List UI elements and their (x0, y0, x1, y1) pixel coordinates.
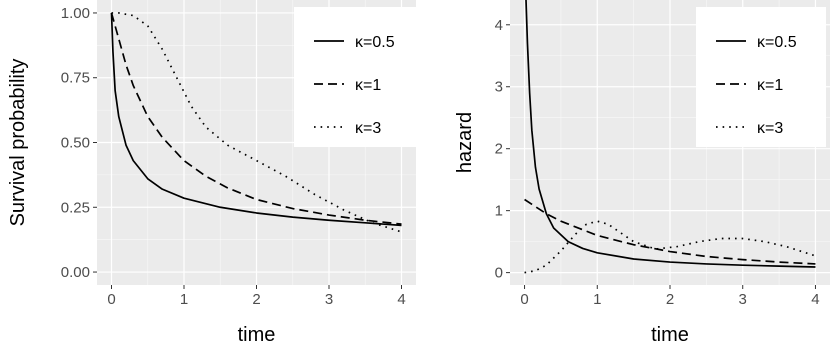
legend-label-2: κ=1 (355, 77, 381, 94)
series-line-2 (524, 198, 816, 265)
series-line-2 (110, 12, 402, 225)
legend-label-3: κ=3 (757, 120, 783, 137)
y-axis-title: hazard (454, 112, 476, 173)
series-line-1 (525, 0, 816, 268)
legend-label-2: κ=1 (757, 77, 783, 94)
x-axis-title: time (238, 324, 276, 346)
survival-chart: 0 1 2 3 4 0.00 0.25 0.50 0.75 1.00 time Survival pr… (7, 0, 424, 346)
series-line-3 (524, 220, 816, 274)
legend-label-3: κ=3 (355, 120, 381, 137)
legend-background (696, 7, 826, 147)
y-tick-label: 1.00 (61, 5, 90, 22)
x-tick-label: 4 (397, 291, 405, 308)
x-tick-label: 2 (252, 291, 260, 308)
legend-background (294, 7, 424, 147)
y-tick-label: 3 (495, 79, 503, 96)
y-tick-label: 0 (495, 265, 503, 282)
hazard-chart: 0 1 2 3 4 0 1 2 3 4 time hazard κ=0.5 κ=1 κ=3 (454, 0, 830, 346)
x-tick-label: 0 (107, 291, 115, 308)
x-axis-title: time (651, 324, 689, 346)
y-tick-label: 0.25 (61, 199, 90, 216)
x-tick-label: 2 (666, 291, 674, 308)
x-tick-label: 0 (520, 291, 528, 308)
legend: κ=0.5 κ=1 κ=3 (696, 7, 826, 147)
y-tick-label: 0.00 (61, 264, 90, 281)
x-tick-label: 3 (325, 291, 333, 308)
y-tick-label: 0.75 (61, 70, 90, 87)
series-line-3 (111, 12, 402, 233)
y-axis-title: Survival probability (7, 59, 29, 227)
x-tick-label: 1 (180, 291, 188, 308)
y-tick-label: 0.50 (61, 135, 90, 152)
y-tick-label: 4 (495, 17, 503, 34)
x-tick-label: 3 (739, 291, 747, 308)
x-tick-label: 4 (811, 291, 819, 308)
legend: κ=0.5 κ=1 κ=3 (294, 7, 424, 147)
legend-label-1: κ=0.5 (355, 34, 395, 51)
series-line-1 (110, 12, 402, 227)
y-tick-label: 1 (495, 203, 503, 220)
legend-label-1: κ=0.5 (757, 34, 797, 51)
y-tick-label: 2 (495, 141, 503, 158)
x-tick-label: 1 (593, 291, 601, 308)
